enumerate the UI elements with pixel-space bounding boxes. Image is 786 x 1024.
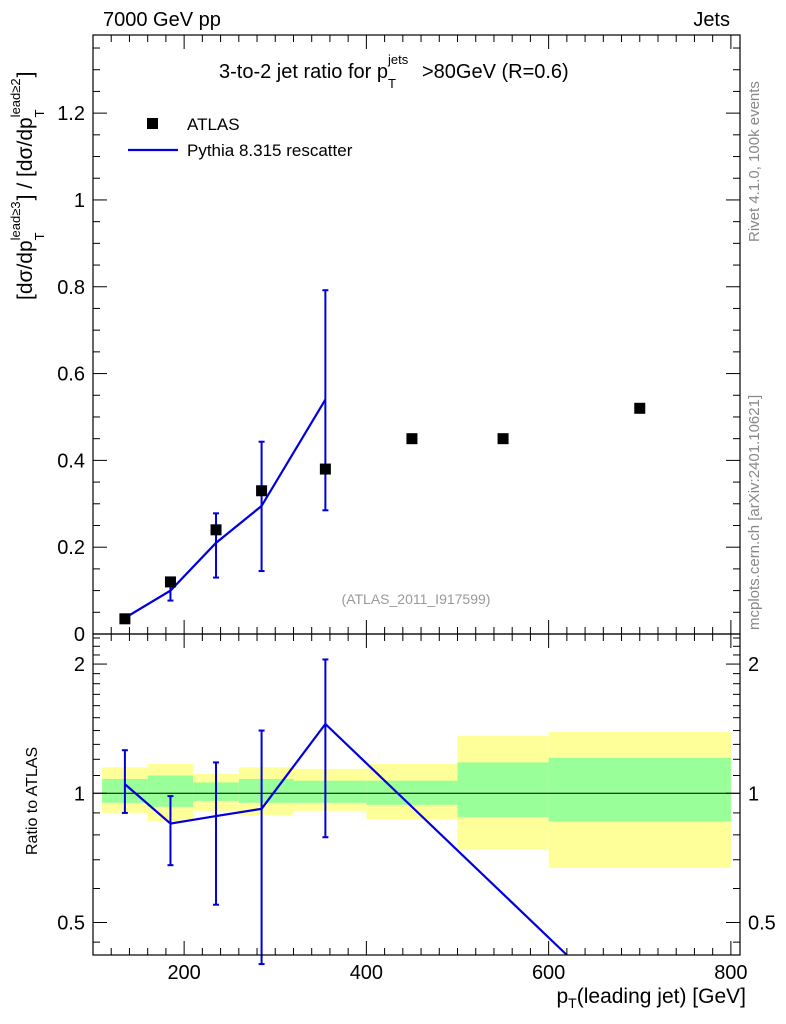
xlabel-pre: p [556, 985, 569, 1008]
ylabel-sup-a: lead≥3 [8, 201, 23, 241]
title-text-sub: T [387, 76, 396, 91]
ratio-y-tick-label: 2 [74, 654, 85, 676]
ratio-y-tick-label: 1 [74, 783, 85, 805]
x-tick-label: 800 [714, 962, 747, 984]
legend-data-marker [147, 118, 158, 129]
ylabel-sup-b: lead≥2 [8, 78, 23, 118]
data-point [634, 402, 646, 414]
x-tick-label: 200 [167, 962, 200, 984]
ratio-error-bars [121, 658, 329, 966]
title-text-pre: 3-to-2 jet ratio for p [219, 61, 388, 83]
data-point [210, 524, 222, 536]
rivet-version-label: Rivet 4.1.0, 100k events [746, 81, 763, 242]
main-error-bars [121, 289, 329, 624]
ratio-frame [92, 633, 741, 956]
data-point [256, 485, 268, 497]
header-category: Jets [693, 9, 730, 31]
data-point [119, 613, 131, 625]
ratio-y-axis-label: Ratio to ATLAS [24, 746, 41, 855]
main-y-tick-label: 0.4 [57, 450, 85, 472]
data-point [406, 433, 418, 445]
ylabel-part-mid: ] / [dσ/dp [14, 117, 37, 201]
ratio-y-tick-label-right: 1 [748, 783, 759, 805]
ratio-uncertainty-bands [102, 731, 731, 868]
analysis-watermark: (ATLAS_2011_I917599) [342, 591, 491, 607]
main-y-tick-label: 1.2 [57, 103, 85, 125]
mcplots-reference-label: mcplots.cern.ch [arXiv:2401.10621] [746, 394, 763, 630]
x-tick-label: 400 [350, 962, 383, 984]
data-markers [119, 402, 646, 625]
main-y-tick-label: 1 [74, 190, 85, 212]
ratio-panel: 0.5 0.5 1 1 2 2 200 400 600 800 [57, 633, 776, 984]
ratio-axis-ticks: 0.5 0.5 1 1 2 2 200 400 600 800 [57, 634, 776, 984]
ratio-band-inner [548, 757, 731, 822]
title-text-sup: jets [387, 52, 409, 67]
xlabel-post: (leading jet) [GeV] [576, 985, 746, 1008]
ratio-band-inner [293, 780, 367, 803]
title-text-post: >80GeV (R=0.6) [421, 61, 569, 83]
main-y-axis-label: [dσ/dp lead≥3 T] / [dσ/dp lead≥2 T] [8, 71, 47, 300]
ylabel-part-a: [dσ/dp [14, 240, 37, 300]
ylabel-sub-a: T [32, 232, 47, 241]
x-tick-label: 600 [532, 962, 565, 984]
main-y-tick-label: 0.8 [57, 277, 85, 299]
main-axis-ticks: 0 0.2 0.4 0.6 0.8 1 1.2 [57, 35, 740, 646]
main-y-tick-label: 0 [74, 624, 85, 646]
ratio-mc-line [124, 722, 568, 956]
ratio-y-tick-label: 0.5 [57, 912, 85, 934]
ratio-y-tick-label-right: 0.5 [748, 912, 776, 934]
data-point [319, 463, 331, 475]
ylabel-sub-b: T [32, 109, 47, 118]
main-y-tick-label: 0.6 [57, 364, 85, 386]
ratio-band-inner [457, 762, 549, 818]
mc-line [124, 399, 327, 619]
ratio-band-inner [366, 780, 458, 805]
legend: ATLAS Pythia 8.315 rescatter [128, 115, 353, 160]
data-point [497, 433, 509, 445]
legend-mc-label: Pythia 8.315 rescatter [187, 141, 353, 160]
ratio-y-tick-label-right: 2 [748, 654, 759, 676]
ratio-band-inner [238, 778, 294, 803]
xlabel-sub: T [568, 995, 577, 1012]
chart-title: 3-to-2 jet ratio for p jets T >80GeV (R=0.6… [219, 52, 569, 91]
main-panel: 0 0.2 0.4 0.6 0.8 1 1.2 (ATLAS_2011_I917599) A… [57, 34, 741, 646]
x-axis-label: pT(leading jet) [GeV] [556, 985, 746, 1011]
main-y-tick-label: 0.2 [57, 537, 85, 559]
legend-data-label: ATLAS [187, 115, 240, 134]
header-process: 7000 GeV pp [103, 9, 221, 31]
data-point [164, 576, 176, 588]
